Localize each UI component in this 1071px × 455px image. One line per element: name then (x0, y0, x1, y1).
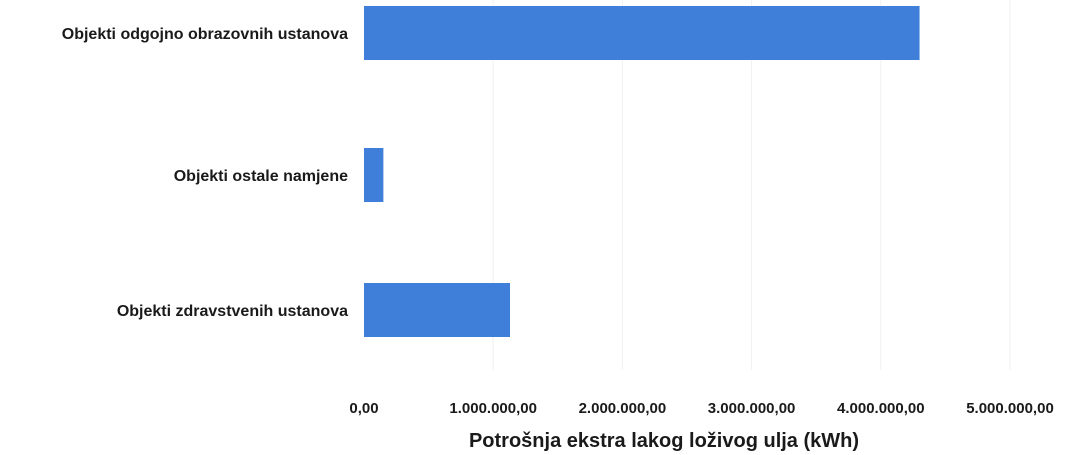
bars (364, 6, 920, 337)
bar (364, 283, 510, 337)
x-tick-label: 4.000.000,00 (837, 400, 925, 417)
bar (364, 6, 920, 60)
x-tick-labels: 0,00 1.000.000,00 2.000.000,00 3.000.000,00… (349, 400, 1053, 417)
category-label: Objekti odgojno obrazovnih ustanova (62, 26, 348, 43)
category-label: Objekti ostale namjene (174, 168, 348, 185)
bar (364, 148, 384, 202)
x-tick-label: 3.000.000,00 (708, 400, 796, 417)
category-labels: Objekti odgojno obrazovnih ustanova Objek… (62, 26, 348, 320)
x-axis-title: Potrošnja ekstra lakog loživog ulja (kWh… (469, 430, 859, 452)
category-label: Objekti zdravstvenih ustanova (117, 303, 348, 320)
x-tick-label: 2.000.000,00 (579, 400, 667, 417)
x-tick-label: 1.000.000,00 (449, 400, 537, 417)
x-tick-label: 5.000.000,00 (966, 400, 1054, 417)
x-tick-label: 0,00 (349, 400, 378, 417)
